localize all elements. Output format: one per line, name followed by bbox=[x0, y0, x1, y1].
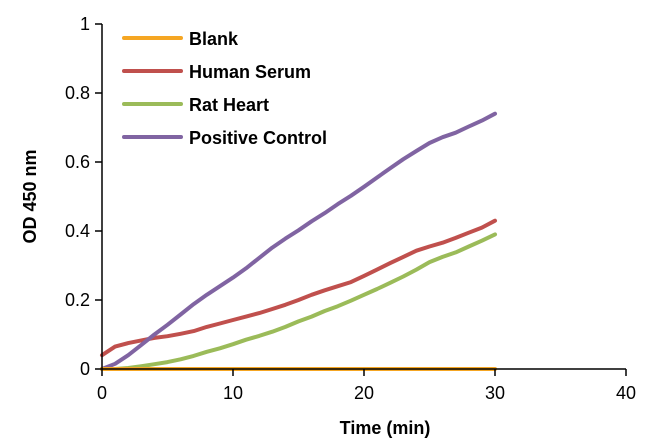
legend: Blank Human Serum Rat Heart Positive Contro… bbox=[122, 29, 327, 148]
y-tick-label: 0.6 bbox=[65, 152, 90, 172]
plot-lines bbox=[100, 111, 497, 371]
legend-label: Rat Heart bbox=[189, 95, 269, 115]
y-tick-label: 0.4 bbox=[65, 221, 90, 241]
y-axis-ticks: 0 0.2 0.4 0.6 0.8 1 bbox=[65, 14, 102, 379]
x-axis-ticks: 0 10 20 30 40 bbox=[97, 369, 636, 403]
x-tick-label: 40 bbox=[616, 383, 636, 403]
series-line-human-serum bbox=[100, 218, 497, 358]
x-tick-label: 10 bbox=[223, 383, 243, 403]
x-axis-title: Time (min) bbox=[340, 418, 431, 438]
x-tick-label: 30 bbox=[485, 383, 505, 403]
y-axis-title: OD 450 nm bbox=[20, 149, 40, 243]
x-tick-label: 20 bbox=[354, 383, 374, 403]
x-tick-label: 0 bbox=[97, 383, 107, 403]
axes bbox=[101, 24, 626, 370]
y-tick-label: 1 bbox=[80, 14, 90, 34]
y-tick-label: 0.8 bbox=[65, 83, 90, 103]
legend-label: Human Serum bbox=[189, 62, 311, 82]
y-tick-label: 0.2 bbox=[65, 290, 90, 310]
legend-label: Blank bbox=[189, 29, 239, 49]
series-line-rat-heart bbox=[100, 232, 497, 371]
series-line-positive-control bbox=[100, 111, 497, 371]
legend-label: Positive Control bbox=[189, 128, 327, 148]
y-tick-label: 0 bbox=[80, 359, 90, 379]
